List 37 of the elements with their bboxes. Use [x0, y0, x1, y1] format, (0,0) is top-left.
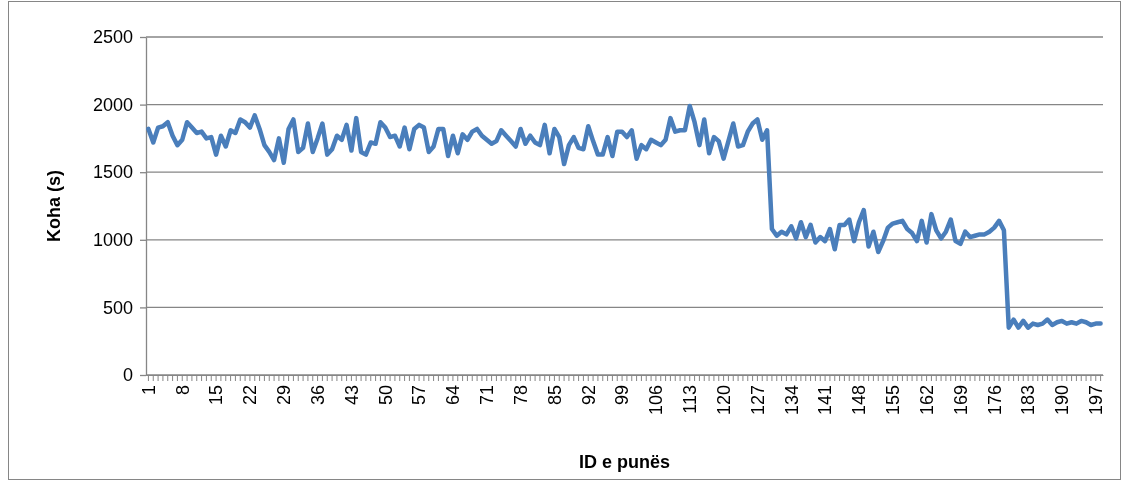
- x-tick-label: 1: [138, 385, 159, 396]
- x-tick-label: 43: [341, 385, 362, 406]
- x-tick-label: 183: [1018, 385, 1039, 416]
- y-tick-label: 0: [122, 365, 133, 386]
- x-tick-label: 50: [375, 385, 396, 406]
- x-tick-label: 155: [883, 385, 904, 416]
- y-tick-label: 1500: [92, 162, 133, 183]
- x-tick-label: 197: [1086, 385, 1107, 416]
- x-tick-label: 176: [984, 385, 1005, 416]
- x-tick-label: 120: [713, 385, 734, 416]
- x-tick-label: 99: [612, 385, 633, 406]
- y-tick-label: 1000: [92, 230, 133, 251]
- x-tick-label: 169: [950, 385, 971, 416]
- x-tick-label: 92: [578, 385, 599, 406]
- x-tick-label: 106: [646, 385, 667, 416]
- x-tick-label: 15: [206, 385, 227, 406]
- x-tick-label: 78: [510, 385, 531, 406]
- x-tick-label: 64: [443, 385, 464, 406]
- x-tick-label: 190: [1052, 385, 1073, 416]
- x-tick-label: 36: [307, 385, 328, 406]
- x-tick-label: 85: [544, 385, 565, 406]
- x-tick-label: 71: [477, 385, 498, 406]
- y-tick-label: 500: [102, 297, 133, 318]
- y-tick-label: 2500: [92, 27, 133, 48]
- x-tick-label: 22: [240, 385, 261, 406]
- x-tick-label: 141: [815, 385, 836, 416]
- x-tick-label: 29: [274, 385, 295, 406]
- x-tick-label: 162: [916, 385, 937, 416]
- x-tick-label: 113: [680, 385, 701, 414]
- x-axis-title: ID e punës: [578, 452, 671, 472]
- y-tick-label: 2000: [92, 94, 133, 115]
- x-tick-label: 8: [172, 385, 193, 396]
- x-tick-label: 148: [849, 385, 870, 416]
- y-axis-title: Koha (s): [44, 169, 64, 242]
- x-tick-label: 57: [409, 385, 430, 406]
- x-tick-label: 134: [781, 385, 802, 416]
- x-tick-label: 127: [747, 385, 768, 416]
